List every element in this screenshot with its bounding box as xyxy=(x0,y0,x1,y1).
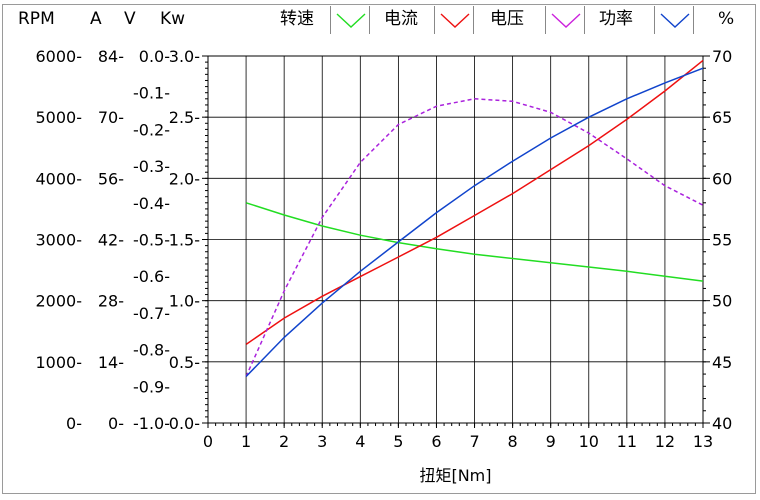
voltage-tick-label: -0.8- xyxy=(133,341,170,360)
right-tick-label: 65 xyxy=(712,108,732,127)
current-tick-label: 14- xyxy=(98,353,124,372)
voltage-tick-label: -0.3- xyxy=(133,157,170,176)
voltage-tick-label: -0.6- xyxy=(133,267,170,286)
x-axis-title: 扭矩[Nm] xyxy=(419,466,491,485)
legend-swatch-speed-icon xyxy=(336,13,366,28)
legend-swatch-current-icon xyxy=(440,13,470,28)
kw-tick-label: 1.0- xyxy=(169,292,200,311)
x-tick-label: 1 xyxy=(241,432,251,451)
right-tick-label: 45 xyxy=(712,353,732,372)
rpm-unit-label: RPM xyxy=(18,9,55,29)
x-tick-label: 10 xyxy=(579,432,599,451)
chart-frame xyxy=(2,4,756,494)
x-tick-label: 11 xyxy=(617,432,637,451)
rpm-tick-label: 5000- xyxy=(36,108,83,127)
kw-tick-label: 2.5- xyxy=(169,108,200,127)
legend-label-voltage: 电压 xyxy=(490,9,524,29)
rpm-tick-label: 1000- xyxy=(36,353,83,372)
kw-tick-label: 0.0- xyxy=(169,414,200,433)
series-line-power xyxy=(245,98,704,377)
voltage-tick-label: -0.1- xyxy=(133,84,170,103)
right-tick-label: 60 xyxy=(712,169,732,188)
kw-tick-label: 2.0- xyxy=(169,169,200,188)
x-tick-label: 9 xyxy=(546,432,556,451)
x-tick-label: 13 xyxy=(693,432,713,451)
rpm-tick-label: 4000- xyxy=(36,169,83,188)
x-tick-label: 6 xyxy=(431,432,441,451)
voltage-tick-label: -1.0- xyxy=(133,414,170,433)
voltage-tick-label: -0.2- xyxy=(133,120,170,139)
current-tick-label: 28- xyxy=(98,292,124,311)
legend-swatch-voltage[interactable] xyxy=(545,6,585,34)
voltage-tick-label: -0.5- xyxy=(133,231,170,250)
legend-swatch-power-icon xyxy=(660,13,690,28)
current-tick-label: 84- xyxy=(98,47,124,66)
kw-tick-label: 3.0- xyxy=(169,47,200,66)
x-tick-label: 3 xyxy=(317,432,327,451)
x-tick-label: 0 xyxy=(203,432,213,451)
current-unit-label: A xyxy=(90,9,102,29)
kw-tick-label: 1.5- xyxy=(169,231,200,250)
power-unit-label: Kw xyxy=(160,9,186,29)
legend-label-speed: 转速 xyxy=(280,9,314,29)
right-tick-label: 70 xyxy=(712,47,732,66)
right-tick-label: 50 xyxy=(712,292,732,311)
series-line-efficiency xyxy=(245,67,704,378)
current-tick-label: 70- xyxy=(98,108,124,127)
voltage-tick-label: -0.4- xyxy=(133,194,170,213)
current-tick-label: 0- xyxy=(108,414,124,433)
rpm-tick-label: 2000- xyxy=(36,292,83,311)
series-line-speed xyxy=(245,202,704,282)
voltage-tick-label: 0.0- xyxy=(139,47,170,66)
legend-swatch-power[interactable] xyxy=(654,6,694,34)
efficiency-unit-label: % xyxy=(718,9,735,29)
kw-tick-label: 0.5- xyxy=(169,353,200,372)
legend-swatch-current[interactable] xyxy=(434,6,474,34)
right-tick-label: 40 xyxy=(712,414,732,433)
right-tick-label: 55 xyxy=(712,231,732,250)
x-tick-label: 12 xyxy=(655,432,675,451)
x-tick-label: 5 xyxy=(393,432,403,451)
legend-swatch-voltage-icon xyxy=(551,13,581,28)
legend-label-power: 功率 xyxy=(599,9,633,29)
voltage-tick-label: -0.7- xyxy=(133,304,170,323)
legend-swatch-speed[interactable] xyxy=(330,6,370,34)
legend-label-current: 电流 xyxy=(384,9,418,29)
rpm-tick-label: 6000- xyxy=(36,47,83,66)
x-tick-label: 7 xyxy=(469,432,479,451)
x-tick-label: 2 xyxy=(279,432,289,451)
current-tick-label: 56- xyxy=(98,169,124,188)
current-tick-label: 42- xyxy=(98,231,124,250)
rpm-tick-label: 3000- xyxy=(36,231,83,250)
voltage-unit-label: V xyxy=(124,9,136,29)
rpm-tick-label: 0- xyxy=(66,414,82,433)
series-line-current xyxy=(245,59,704,346)
x-tick-label: 8 xyxy=(508,432,518,451)
voltage-tick-label: -0.9- xyxy=(133,377,170,396)
x-tick-label: 4 xyxy=(355,432,365,451)
